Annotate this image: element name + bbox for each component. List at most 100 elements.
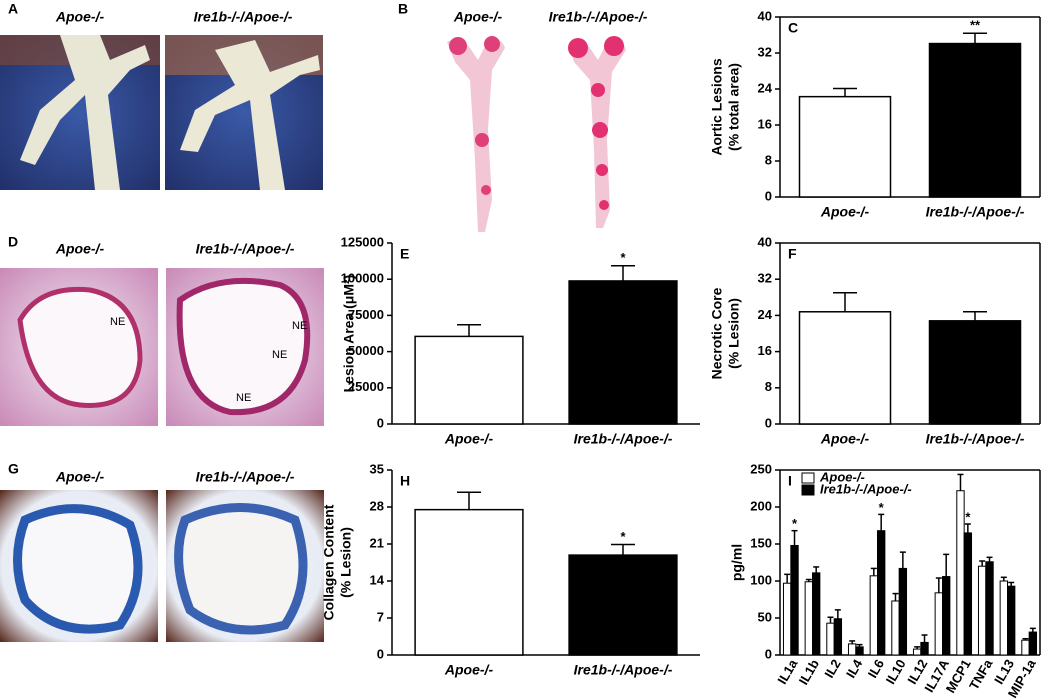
photo-label: Apoe-/-	[55, 469, 105, 485]
y-tick-label: 14	[370, 572, 385, 587]
photo-g	[0, 490, 324, 642]
y-tick-label: 24	[758, 80, 773, 95]
annotation: NE	[292, 320, 307, 332]
legend-label: Ire1b-/-/Apoe-/-	[820, 481, 912, 496]
bar	[812, 572, 821, 656]
y-tick-label: 24	[758, 307, 773, 322]
bar	[898, 567, 908, 656]
annotation: NE	[236, 392, 251, 404]
y-tick-label: 8	[765, 379, 772, 394]
bar	[920, 641, 929, 656]
y-tick-label: 7	[377, 609, 384, 624]
legend-swatch	[801, 484, 815, 496]
x-tick-label: Ire1b-/-/Apoe-/-	[926, 204, 1025, 220]
y-tick-label: 0	[765, 646, 772, 661]
panel-letter: H	[400, 473, 410, 489]
bar	[1007, 585, 1016, 656]
photo-label: Ire1b-/-/Apoe-/-	[196, 469, 295, 485]
photo-label: Apoe-/-	[55, 241, 105, 257]
bar	[999, 580, 1009, 656]
y-tick-label: 0	[377, 415, 384, 430]
y-tick-label: 50000	[348, 343, 384, 358]
y-tick-label: 16	[758, 116, 772, 131]
bar	[891, 600, 900, 656]
x-tick-label: TNFa	[966, 656, 996, 692]
panel-letter: E	[400, 246, 409, 262]
bar	[855, 646, 864, 656]
y-axis-label: (% Lesion)	[338, 527, 354, 598]
x-tick-label: Ire1b-/-/Apoe-/-	[574, 662, 673, 678]
y-tick-label: 150	[750, 535, 772, 550]
significance: *	[965, 509, 971, 524]
bar	[798, 311, 892, 425]
x-tick-label: IL10	[883, 657, 909, 687]
annotation: NE	[110, 316, 125, 328]
y-tick-label: 250	[750, 461, 772, 476]
y-axis-label: (% total area)	[726, 63, 742, 151]
bar	[414, 335, 524, 425]
x-tick-label: IL4	[843, 656, 866, 680]
y-tick-label: 40	[758, 8, 772, 23]
y-axis-label: Aortic Lesions	[709, 58, 725, 155]
bar	[956, 490, 965, 656]
x-tick-label: Ire1b-/-/Apoe-/-	[926, 431, 1025, 447]
bar	[912, 648, 922, 656]
x-tick-label: IL2	[821, 657, 843, 681]
legend-label: Apoe-/-	[819, 469, 865, 484]
photo-label: Apoe-/-	[453, 9, 503, 25]
panel-letter: A	[8, 1, 18, 17]
photo-label: Ire1b-/-/Apoe-/-	[194, 9, 293, 25]
bar	[963, 532, 973, 656]
y-axis-label: Collagen Content	[321, 504, 337, 620]
y-tick-label: 32	[758, 271, 772, 286]
bar	[977, 565, 987, 656]
y-axis-label: pg/ml	[729, 544, 745, 581]
annotation: NE	[272, 349, 287, 361]
x-tick-label: Apoe-/-	[820, 431, 870, 447]
y-tick-label: 21	[370, 535, 384, 550]
y-tick-label: 25000	[348, 379, 384, 394]
y-tick-label: 40	[758, 234, 772, 249]
photo-a	[0, 35, 323, 190]
bar	[790, 544, 799, 656]
panel-letter: B	[398, 1, 408, 17]
bar	[847, 643, 857, 656]
y-tick-label: 200	[750, 498, 772, 513]
significance: *	[879, 500, 885, 515]
bar	[928, 42, 1022, 198]
panel-letter: C	[788, 20, 798, 36]
panel-letter: F	[788, 246, 797, 262]
significance: **	[970, 18, 981, 33]
y-tick-label: 100	[750, 572, 772, 587]
y-tick-label: 32	[758, 44, 772, 59]
y-tick-label: 125000	[341, 234, 384, 249]
y-tick-label: 28	[370, 498, 384, 513]
bar	[414, 508, 524, 656]
x-tick-label: IL1b	[796, 657, 822, 688]
photo-b	[447, 36, 626, 232]
significance: *	[620, 529, 626, 544]
y-axis-label: Necrotic Core	[709, 287, 725, 379]
y-tick-label: 16	[758, 343, 772, 358]
y-tick-label: 0	[765, 415, 772, 430]
y-tick-label: 75000	[348, 307, 384, 322]
x-tick-label: Apoe-/-	[444, 431, 494, 447]
bar	[877, 530, 886, 656]
panel-letter: G	[8, 461, 19, 477]
bar	[804, 581, 814, 656]
bar	[934, 592, 944, 656]
photo-d	[0, 268, 324, 426]
x-tick-label: Apoe-/-	[444, 662, 494, 678]
bar	[1021, 639, 1030, 656]
y-axis-label: Lesion Area (μM²)	[341, 275, 357, 393]
bar	[942, 576, 951, 656]
bar	[568, 554, 678, 656]
x-tick-label: Apoe-/-	[820, 204, 870, 220]
legend-swatch	[801, 472, 815, 484]
bar	[568, 280, 678, 425]
panel-letter: I	[788, 473, 792, 489]
panel-letter: D	[8, 234, 18, 250]
bar	[833, 618, 843, 656]
y-tick-label: 50	[758, 609, 772, 624]
